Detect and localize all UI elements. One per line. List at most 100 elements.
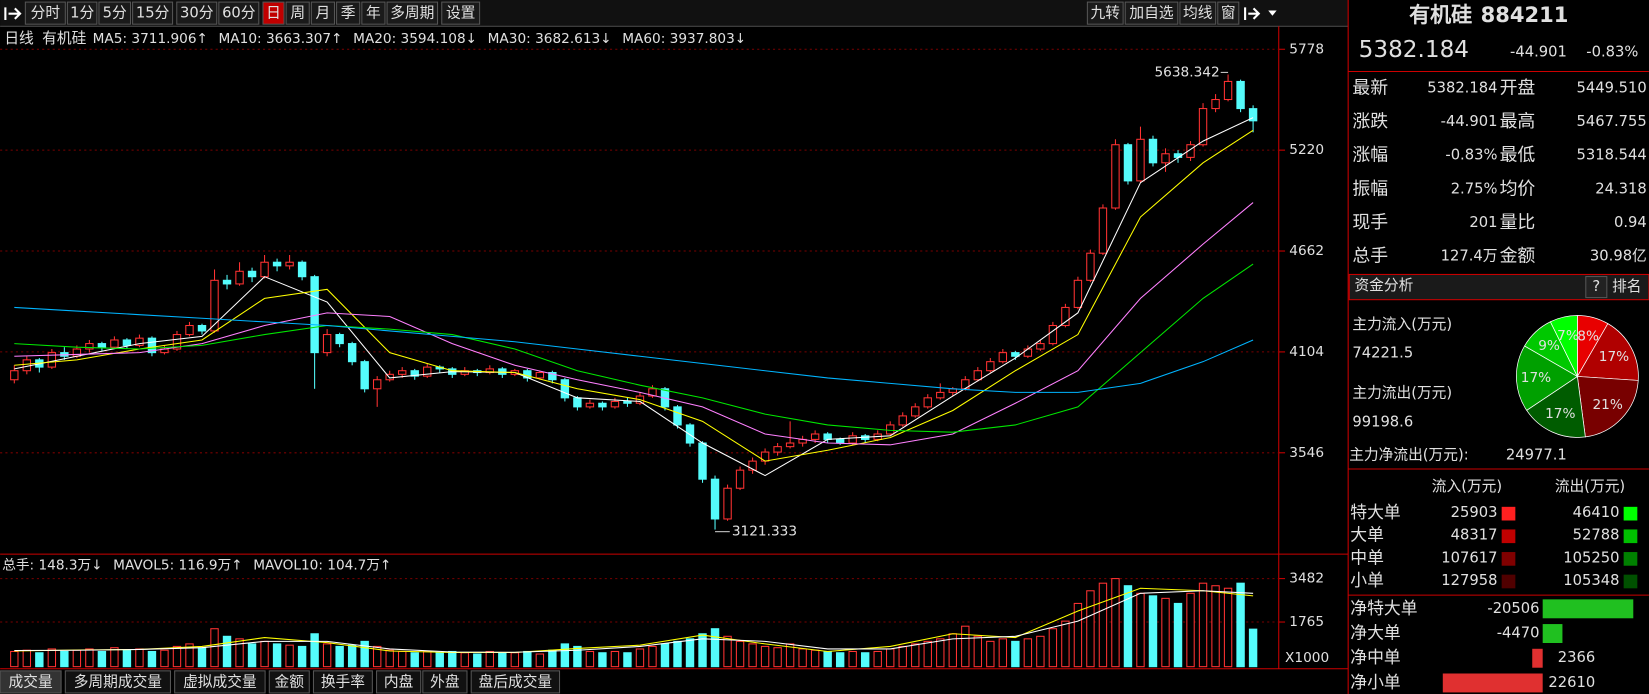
ma-line bbox=[14, 129, 1254, 462]
volume-bar bbox=[835, 652, 845, 668]
candle-body bbox=[723, 487, 732, 520]
tab[interactable] bbox=[174, 670, 266, 694]
tab-label[interactable]: 换手率 bbox=[321, 673, 365, 690]
toolbar-label[interactable]: 均线 bbox=[1183, 5, 1213, 22]
toolbar-button[interactable] bbox=[310, 1, 336, 25]
candle-body bbox=[548, 371, 557, 381]
toolbar-button[interactable] bbox=[132, 1, 174, 25]
candle-body bbox=[360, 361, 369, 390]
tab[interactable] bbox=[422, 670, 468, 694]
toolbar-button[interactable] bbox=[66, 1, 98, 25]
volume-bar bbox=[610, 650, 620, 668]
tab[interactable] bbox=[470, 670, 561, 694]
volume-bar bbox=[135, 648, 144, 668]
tab[interactable] bbox=[0, 670, 62, 694]
candle-body bbox=[1223, 80, 1233, 101]
help[interactable]: ? bbox=[1592, 278, 1600, 295]
candle-body bbox=[623, 400, 632, 404]
tab-label[interactable]: 多周期成交量 bbox=[74, 672, 163, 690]
nav-icon[interactable] bbox=[1244, 7, 1261, 20]
tab-label[interactable]: 盘后成交量 bbox=[479, 672, 553, 690]
tab-label[interactable]: 成交量 bbox=[9, 672, 53, 690]
toolbar-label[interactable]: 日 bbox=[266, 5, 281, 22]
toolbar-button[interactable] bbox=[1086, 1, 1124, 25]
toolbar-label[interactable]: 5分 bbox=[103, 5, 127, 22]
toolbar-button[interactable] bbox=[336, 1, 361, 25]
toolbar-button[interactable] bbox=[386, 1, 439, 25]
volume-bar bbox=[961, 625, 970, 668]
toolbar-button[interactable] bbox=[1217, 1, 1240, 25]
candle-body bbox=[235, 270, 244, 285]
toolbar-button[interactable] bbox=[441, 1, 481, 25]
quote-label: 振幅 bbox=[1352, 178, 1388, 199]
toolbar-label[interactable]: 九转 bbox=[1091, 5, 1121, 22]
toolbar-label[interactable]: 15分 bbox=[136, 5, 170, 22]
tab-label[interactable]: 虚拟成交量 bbox=[183, 672, 257, 690]
toolbar-label[interactable]: 月 bbox=[316, 5, 331, 22]
volume-bar bbox=[773, 647, 782, 668]
flow-out: 105348 bbox=[1563, 572, 1619, 589]
dropdown-icon[interactable] bbox=[1268, 10, 1277, 16]
help-button[interactable] bbox=[1585, 276, 1608, 299]
toolbar-button[interactable] bbox=[176, 1, 218, 25]
toolbar-label[interactable]: 60分 bbox=[222, 5, 256, 22]
toolbar-button[interactable] bbox=[218, 1, 260, 25]
toolbar-button[interactable] bbox=[98, 1, 132, 25]
toolbar-label[interactable]: 30分 bbox=[180, 5, 214, 22]
toolbar-label[interactable]: 窗 bbox=[1221, 4, 1236, 22]
y-tick-label: 5220 bbox=[1289, 142, 1324, 158]
tab[interactable] bbox=[376, 670, 422, 694]
toolbar-button[interactable] bbox=[24, 1, 66, 25]
toolbar-label[interactable]: 1分 bbox=[70, 5, 94, 22]
candle-body bbox=[1236, 80, 1245, 110]
volume-bar bbox=[260, 640, 269, 668]
candle-body bbox=[10, 370, 19, 381]
net-value: 24977.1 bbox=[1506, 446, 1567, 463]
tab-label[interactable]: 外盘 bbox=[430, 672, 460, 690]
toolbar-label[interactable]: 加自选 bbox=[1129, 5, 1173, 22]
quote-value: 24.318 bbox=[1595, 180, 1647, 197]
toolbar-label[interactable]: 周 bbox=[290, 5, 305, 22]
rank-button[interactable]: 排名 bbox=[1612, 278, 1641, 295]
toolbar-label[interactable]: 年 bbox=[366, 5, 381, 22]
toolbar-button[interactable] bbox=[262, 1, 285, 25]
volume-bar bbox=[1236, 582, 1245, 668]
volume-bar bbox=[560, 643, 570, 668]
candle-body bbox=[260, 261, 269, 278]
volume-bar bbox=[673, 640, 682, 668]
toolbar-button[interactable] bbox=[361, 1, 386, 25]
tab-label[interactable]: 内盘 bbox=[384, 672, 414, 690]
ma-line bbox=[14, 117, 1254, 477]
toolbar-button[interactable] bbox=[1124, 1, 1179, 25]
tab-label[interactable]: 金额 bbox=[275, 673, 305, 690]
toolbar-button[interactable] bbox=[285, 1, 310, 25]
tab[interactable] bbox=[312, 670, 373, 694]
volume-bar bbox=[35, 652, 44, 668]
toolbar-label[interactable]: 季 bbox=[341, 5, 356, 22]
toolbar-button[interactable] bbox=[1179, 1, 1217, 25]
toolbar-label[interactable]: 分时 bbox=[31, 5, 61, 22]
candle-body bbox=[385, 373, 394, 381]
pie-label: 21% bbox=[1592, 397, 1622, 413]
pie-label: 9% bbox=[1538, 338, 1560, 354]
max-annotation: 5638.342 bbox=[1154, 64, 1219, 80]
inflow-label: 主力流入(万元) bbox=[1352, 316, 1452, 333]
candle-body bbox=[998, 352, 1008, 363]
tab[interactable] bbox=[268, 670, 310, 694]
volume-bar bbox=[473, 653, 482, 668]
volume-bar bbox=[898, 645, 907, 668]
nav-icon[interactable] bbox=[4, 7, 22, 20]
volume-bar bbox=[723, 635, 732, 668]
volume-bar bbox=[297, 645, 307, 668]
legend-entry: MA5: 3711.906↑ bbox=[93, 31, 208, 47]
volume-bar bbox=[1011, 640, 1020, 668]
toolbar-label[interactable]: 设置 bbox=[446, 5, 475, 22]
toolbar-label[interactable]: 多周期 bbox=[390, 5, 434, 22]
volume-bar bbox=[85, 648, 94, 668]
volume-bar bbox=[635, 648, 645, 668]
candle-body bbox=[47, 352, 57, 368]
volume-bar bbox=[335, 645, 344, 668]
flow-label: 大单 bbox=[1350, 525, 1384, 545]
tab[interactable] bbox=[64, 670, 171, 694]
ma-line bbox=[14, 306, 1254, 393]
